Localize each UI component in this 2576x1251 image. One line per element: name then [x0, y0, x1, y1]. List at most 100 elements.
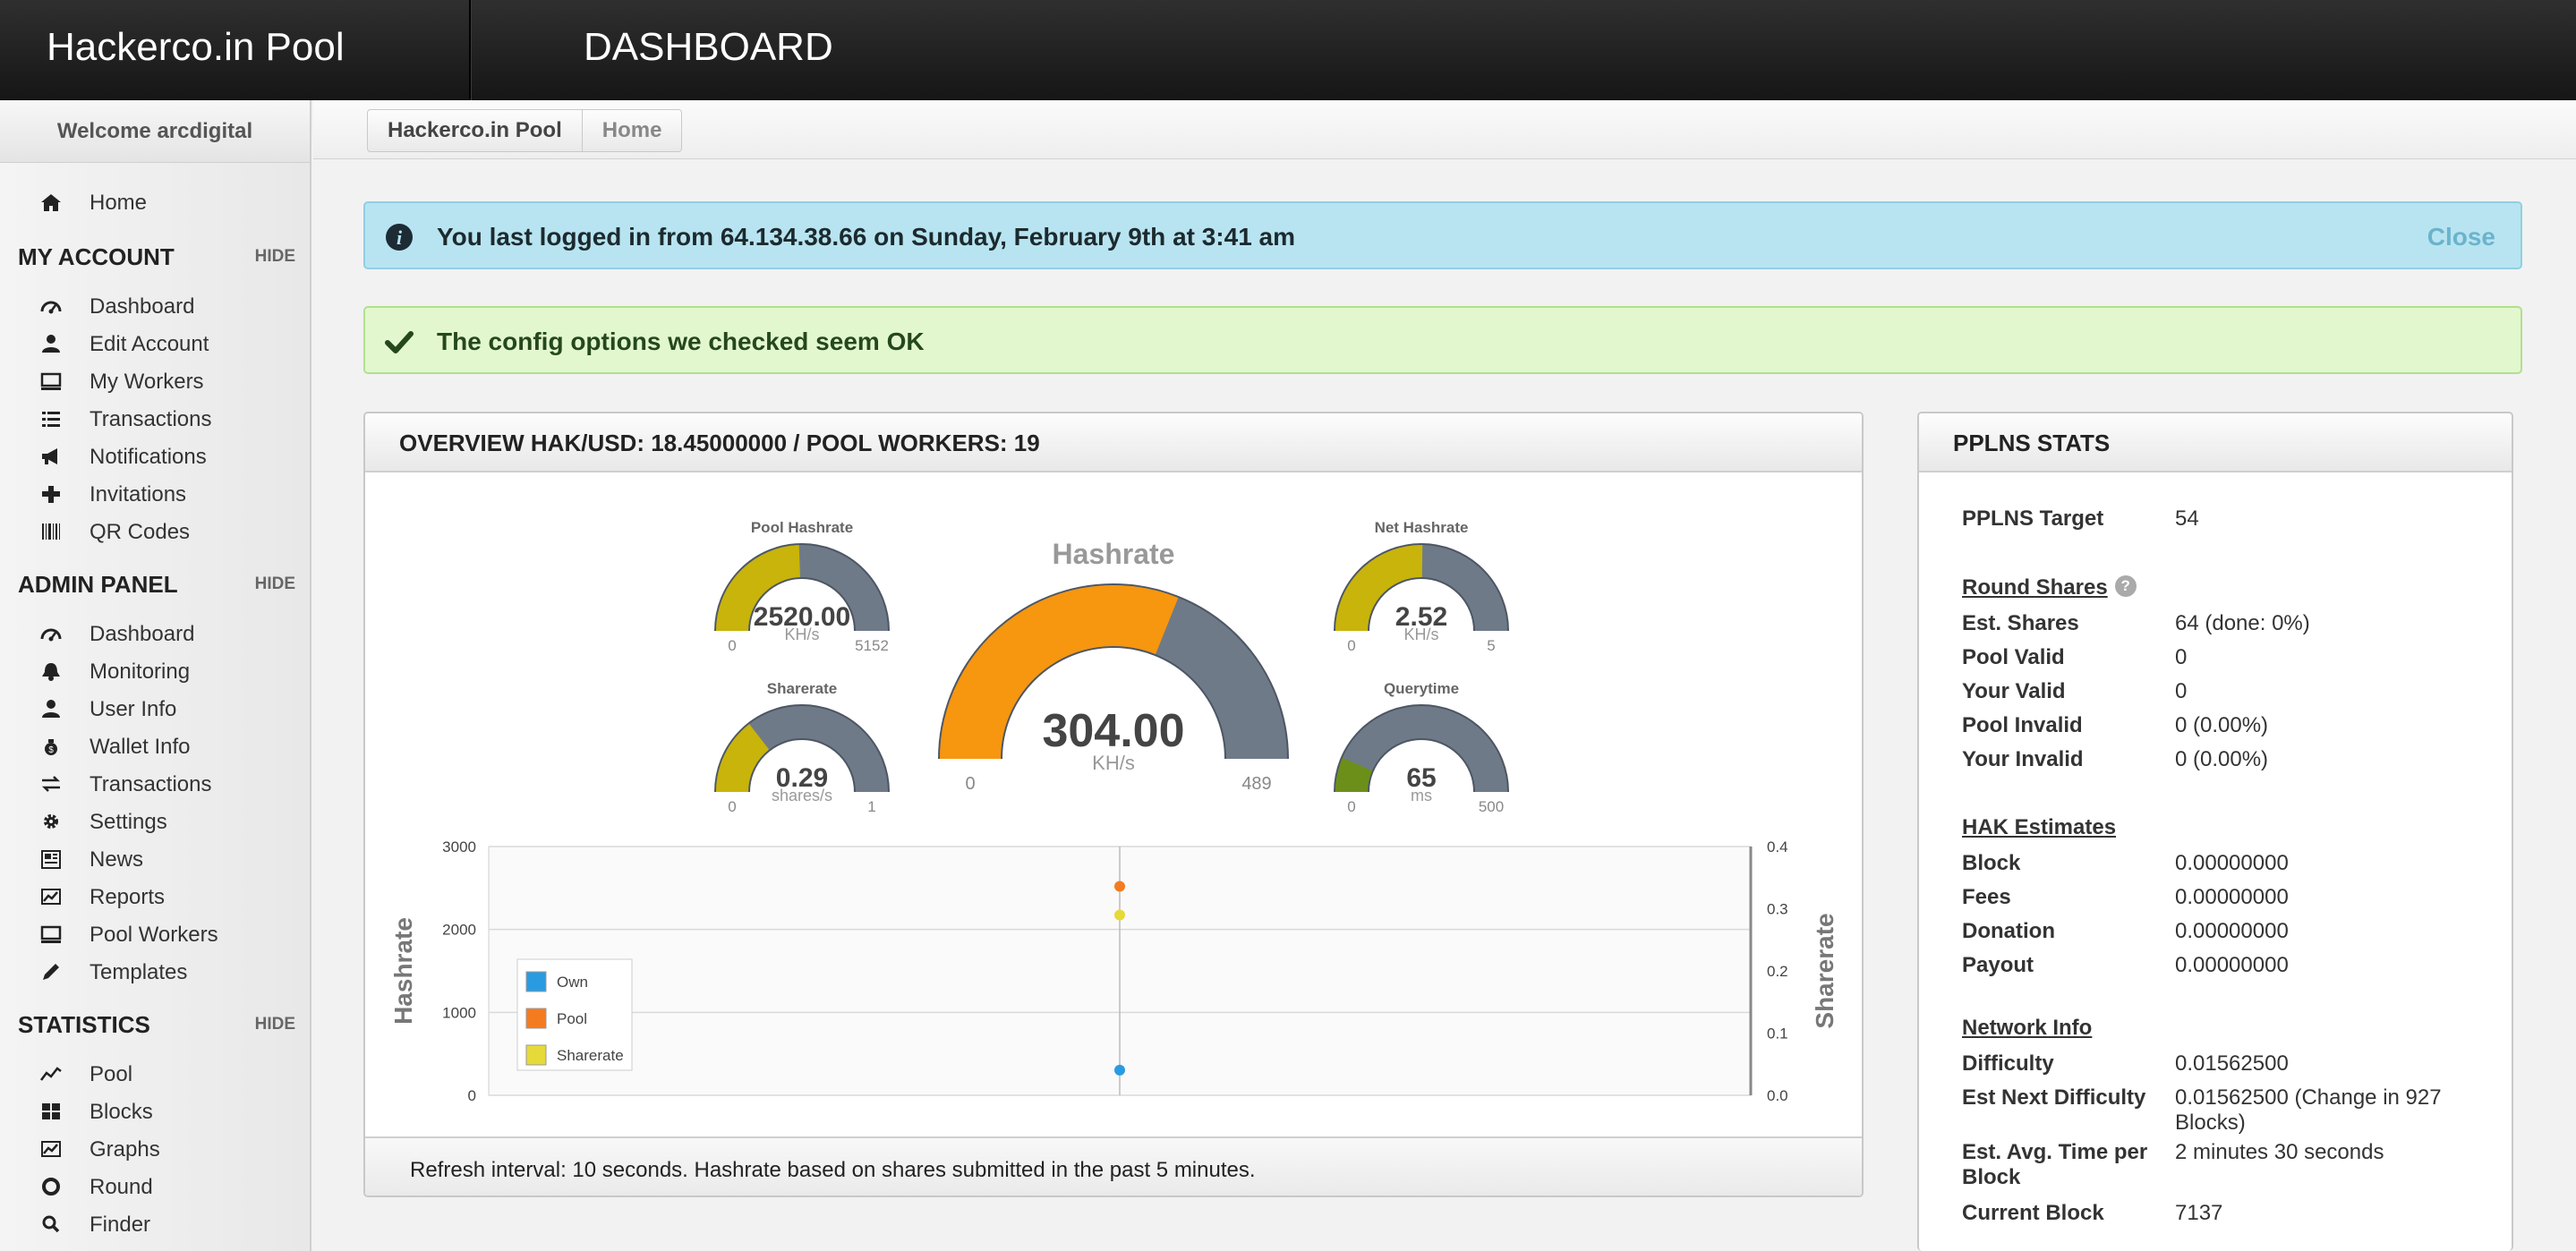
pplns-stats-panel: PPLNS STATS PPLNS Target 54 Round Shares? E… [1917, 412, 2513, 1251]
sidebar-item-dashboard[interactable]: Dashboard [0, 288, 310, 322]
section-statistics-hide-toggle[interactable]: HIDE [254, 1015, 295, 1034]
sidebar-item-admin-settings-label: Settings [90, 810, 167, 834]
sidebar-item-admin-settings[interactable]: Settings [0, 804, 310, 838]
stat-label: Pool Valid [1962, 645, 2065, 669]
section-admin-panel-hide-toggle[interactable]: HIDE [254, 574, 295, 593]
breadcrumb-bar: Hackerco.in Pool Home [313, 100, 2576, 159]
stat-value: 0.00000000 [2175, 851, 2289, 875]
refresh-note: Refresh interval: 10 seconds. Hashrate b… [410, 1158, 1256, 1182]
sidebar-item-admin-reports[interactable]: Reports [0, 879, 310, 913]
sidebar-item-home[interactable]: Home [0, 184, 310, 218]
section-my-account-hide-toggle[interactable]: HIDE [254, 247, 295, 266]
login-info-alert: i You last logged in from 64.134.38.66 o… [363, 201, 2522, 269]
stat-value: 0.00000000 [2175, 885, 2289, 909]
overview-footer: Refresh interval: 10 seconds. Hashrate b… [365, 1136, 1862, 1196]
sidebar-item-admin-transactions-label: Transactions [90, 772, 212, 796]
sidebar-item-stat-finder[interactable]: Finder [0, 1206, 310, 1240]
home-icon [39, 192, 63, 212]
gauge-value: 304.00 [1042, 705, 1184, 757]
line-icon [39, 1064, 63, 1084]
chart-point-sharerate[interactable] [1114, 909, 1125, 921]
sidebar-item-home-label: Home [90, 191, 148, 215]
gauge-fill [1335, 545, 1423, 632]
megaphone-icon [39, 447, 63, 466]
sidebar-item-invitations[interactable]: Invitations [0, 476, 310, 510]
stat-label: Pool Invalid [1962, 713, 2083, 737]
sidebar-item-transactions-label: Transactions [90, 407, 212, 431]
legend-label: Sharerate [557, 1047, 624, 1064]
stat-label: Block [1962, 851, 2021, 875]
question-icon[interactable]: ? [2114, 575, 2137, 597]
gauge-title: Net Hashrate [1375, 519, 1469, 536]
list-icon [39, 409, 63, 429]
gauge-unit: KH/s [784, 626, 819, 643]
sidebar-item-admin-user-info-label: User Info [90, 697, 177, 721]
gauge-max: 489 [1241, 774, 1271, 794]
gauge-min: 0 [965, 774, 975, 794]
chart-point-pool[interactable] [1114, 881, 1125, 892]
sidebar-item-stat-blocks[interactable]: Blocks [0, 1094, 310, 1128]
sidebar-item-admin-templates[interactable]: Templates [0, 954, 310, 988]
stat-value: 0 (0.00%) [2175, 713, 2269, 737]
hak-estimates-heading: HAK Estimates [1962, 815, 2116, 840]
gauge-value: 0.29 [776, 763, 828, 793]
money-bag-icon: $ [39, 736, 63, 756]
sidebar-item-stat-round[interactable]: Round [0, 1169, 310, 1203]
stat-value: 7137 [2175, 1201, 2223, 1225]
sidebar-item-admin-news[interactable]: News [0, 841, 310, 875]
stat-label: Your Valid [1962, 679, 2066, 703]
sidebar-item-admin-reports-label: Reports [90, 885, 166, 909]
sidebar-item-admin-wallet-info-label: Wallet Info [90, 735, 191, 759]
close-alert-button[interactable]: Close [2427, 223, 2495, 251]
sidebar-item-qr-codes[interactable]: QR Codes [0, 514, 310, 548]
sidebar-item-admin-transactions[interactable]: Transactions [0, 766, 310, 800]
section-statistics-title: STATISTICS [18, 1011, 150, 1038]
gauge-title: Sharerate [767, 680, 837, 697]
network-info-heading-text: Network Info [1962, 1016, 2093, 1040]
gauge-min: 0 [1347, 637, 1355, 654]
user-icon [39, 699, 63, 719]
sidebar: Welcome arcdigital Home MY ACCOUNT HIDE Das… [0, 100, 311, 1251]
sidebar-item-admin-wallet-info[interactable]: $ Wallet Info [0, 728, 310, 762]
legend-swatch [525, 1008, 547, 1029]
welcome-message: Welcome arcdigital [0, 100, 310, 163]
round-shares-heading: Round Shares? [1962, 575, 2137, 600]
legend-label: Pool [557, 1010, 587, 1027]
chart-y2-tick: 0.4 [1767, 838, 1788, 855]
info-icon: i [385, 223, 414, 251]
sidebar-item-my-workers[interactable]: My Workers [0, 363, 310, 397]
sidebar-item-invitations-label: Invitations [90, 482, 187, 506]
sidebar-item-stat-blocks-label: Blocks [90, 1100, 153, 1124]
sidebar-item-admin-dashboard[interactable]: Dashboard [0, 616, 310, 650]
gauge-max: 500 [1479, 798, 1504, 815]
stat-label: Est. Shares [1962, 611, 2079, 635]
gauge-track [1335, 706, 1507, 793]
breadcrumb-root[interactable]: Hackerco.in Pool [368, 110, 583, 151]
site-title[interactable]: Hackerco.in Pool [47, 25, 345, 69]
breadcrumb-current: Home [601, 118, 662, 142]
gauge-value: 2.52 [1395, 602, 1447, 632]
stat-value: 0 (0.00%) [2175, 747, 2269, 771]
plus-icon [39, 484, 63, 504]
sidebar-item-admin-pool-workers[interactable]: Pool Workers [0, 916, 310, 950]
sidebar-item-stat-pool[interactable]: Pool [0, 1056, 310, 1090]
gauge-unit: KH/s [1403, 626, 1438, 643]
section-statistics: STATISTICS HIDE [18, 1008, 295, 1040]
sidebar-item-edit-account[interactable]: Edit Account [0, 326, 310, 360]
page-heading: DASHBOARD [584, 25, 833, 69]
sidebar-item-admin-monitoring[interactable]: Monitoring [0, 653, 310, 687]
sidebar-item-admin-user-info[interactable]: User Info [0, 691, 310, 725]
chart-y2-label: Sharerate [1811, 913, 1838, 1028]
stat-value: 2 minutes 30 seconds [2175, 1140, 2384, 1164]
sidebar-item-notifications[interactable]: Notifications [0, 438, 310, 472]
sidebar-item-transactions[interactable]: Transactions [0, 401, 310, 435]
svg-text:$: $ [48, 745, 54, 755]
sidebar-item-stat-graphs[interactable]: Graphs [0, 1131, 310, 1165]
chart-point-own[interactable] [1114, 1064, 1125, 1076]
section-admin-panel: ADMIN PANEL HIDE [18, 567, 295, 600]
monitor-icon [39, 924, 63, 944]
